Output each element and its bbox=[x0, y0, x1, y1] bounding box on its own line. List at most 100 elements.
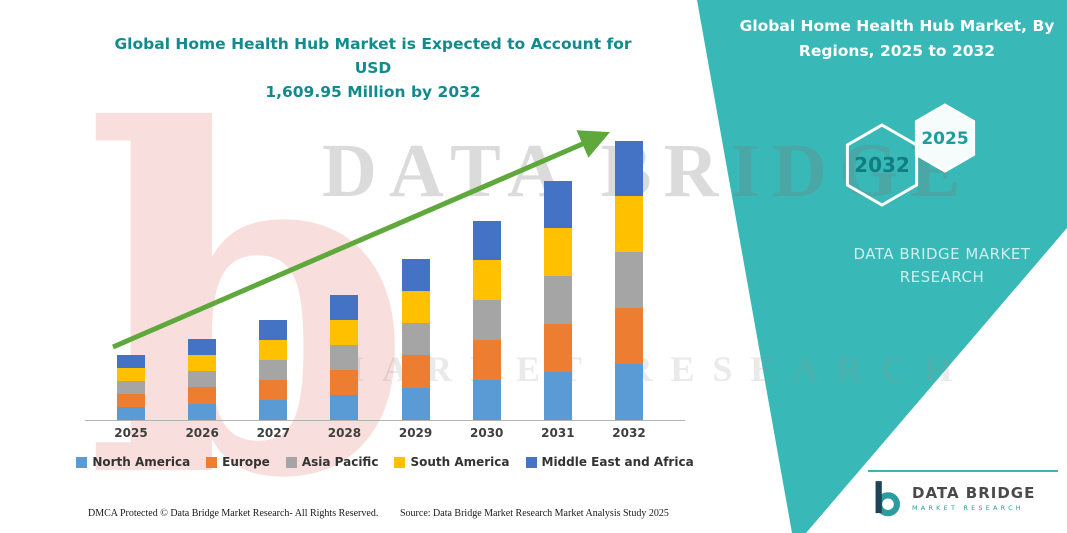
stacked-bar-2031 bbox=[543, 180, 572, 420]
legend-item-middle-east-and-africa: Middle East and Africa bbox=[525, 455, 694, 469]
bar-column-2031: 2031 bbox=[541, 90, 575, 440]
legend-label: Europe bbox=[222, 455, 270, 469]
legend-swatch bbox=[285, 456, 297, 468]
segment-2032-europe bbox=[614, 308, 643, 365]
segment-2028-asia-pacific bbox=[330, 345, 359, 370]
brand-text-block: DATA BRIDGE MARKET RESEARCH bbox=[912, 484, 1035, 512]
stacked-bar-2027 bbox=[259, 320, 288, 420]
segment-2030-europe bbox=[472, 340, 501, 381]
bar-column-2025: 2025 bbox=[114, 90, 148, 440]
stacked-bar-2028 bbox=[330, 295, 359, 420]
x-axis-label-2025: 2025 bbox=[114, 426, 148, 440]
hexagon-year-badges: 2032 2025 bbox=[845, 103, 976, 207]
growth-trend-arrow bbox=[112, 130, 610, 350]
legend-item-europe: Europe bbox=[206, 455, 270, 469]
bar-column-2029: 2029 bbox=[399, 90, 432, 440]
legend-label: Asia Pacific bbox=[301, 455, 379, 469]
legend-label: Middle East and Africa bbox=[541, 455, 694, 469]
brand-tagline: MARKET RESEARCH bbox=[912, 504, 1024, 512]
stacked-bar-2029 bbox=[401, 258, 430, 420]
legend-swatch bbox=[206, 456, 218, 468]
segment-2025-asia-pacific bbox=[117, 381, 145, 394]
data-bridge-logo-icon bbox=[875, 481, 900, 517]
x-axis-label-2031: 2031 bbox=[541, 426, 575, 440]
segment-2029-south-america bbox=[401, 290, 430, 324]
x-axis-line bbox=[85, 420, 685, 421]
segment-2025-south-america bbox=[117, 368, 145, 381]
segment-2031-north-america bbox=[543, 372, 572, 420]
brand-name: DATA BRIDGE bbox=[912, 484, 1036, 502]
segment-2030-north-america bbox=[472, 380, 501, 420]
stacked-bar-2026 bbox=[188, 338, 217, 420]
segment-2029-europe bbox=[401, 355, 430, 388]
stacked-bar-chart: 2025 2026 2027 2028 2029 2030 2031 2032 bbox=[114, 90, 646, 440]
legend-item-south-america: South America bbox=[394, 455, 510, 469]
x-axis-label-2030: 2030 bbox=[470, 426, 504, 440]
segment-2027-north-america bbox=[259, 400, 288, 420]
chart-title-line1: Global Home Health Hub Market is Expecte… bbox=[114, 35, 632, 78]
segment-2030-middle-east-and-africa bbox=[472, 220, 501, 261]
segment-2030-south-america bbox=[472, 260, 501, 301]
segment-2027-middle-east-and-africa bbox=[259, 320, 288, 340]
x-axis-label-2029: 2029 bbox=[398, 426, 433, 440]
segment-2025-middle-east-and-africa bbox=[117, 355, 145, 368]
brand-logo-block: DATA BRIDGE MARKET RESEARCH bbox=[872, 478, 1035, 518]
side-panel-brand-text: DATA BRIDGE MARKET RESEARCH bbox=[842, 243, 1042, 290]
side-panel-brand-line1: DATA BRIDGE MARKET bbox=[853, 245, 1031, 263]
segment-2028-south-america bbox=[330, 320, 359, 345]
legend-swatch bbox=[525, 456, 537, 468]
segment-2026-middle-east-and-africa bbox=[188, 338, 217, 355]
segment-2031-middle-east-and-africa bbox=[543, 180, 572, 229]
segment-2028-middle-east-and-africa bbox=[330, 295, 359, 320]
legend-swatch bbox=[76, 456, 88, 468]
legend-label: South America bbox=[410, 455, 510, 469]
bar-column-2028: 2028 bbox=[328, 90, 361, 440]
stacked-bar-2032 bbox=[614, 140, 643, 420]
segment-2026-asia-pacific bbox=[188, 371, 217, 388]
segment-2028-north-america bbox=[330, 395, 359, 420]
segment-2027-asia-pacific bbox=[259, 360, 288, 380]
segment-2026-north-america bbox=[188, 403, 217, 420]
segment-2025-europe bbox=[117, 394, 145, 407]
segment-2032-asia-pacific bbox=[614, 252, 643, 309]
x-axis-label-2026: 2026 bbox=[185, 426, 219, 440]
segment-2027-europe bbox=[259, 380, 288, 400]
chart-title-line2: 1,609.95 Million by 2032 bbox=[265, 83, 481, 102]
segment-2029-north-america bbox=[401, 387, 430, 420]
chart-title: Global Home Health Hub Market is Expecte… bbox=[108, 32, 638, 104]
segment-2031-asia-pacific bbox=[543, 276, 572, 325]
segment-2026-europe bbox=[188, 387, 217, 404]
segment-2031-south-america bbox=[543, 228, 572, 277]
dmca-text: DMCA Protected © Data Bridge Market Rese… bbox=[88, 508, 379, 519]
segment-2031-europe bbox=[543, 324, 572, 373]
source-text: Source: Data Bridge Market Research Mark… bbox=[400, 508, 669, 519]
bar-column-2032: 2032 bbox=[612, 90, 646, 440]
stacked-bar-2030 bbox=[472, 220, 501, 420]
bar-column-2030: 2030 bbox=[470, 90, 503, 440]
x-axis-label-2028: 2028 bbox=[327, 426, 362, 440]
side-panel-heading: Global Home Health Hub Market, By Region… bbox=[739, 17, 1055, 60]
segment-2028-europe bbox=[330, 370, 359, 395]
brand-divider-line bbox=[868, 470, 1058, 472]
segment-2030-asia-pacific bbox=[472, 300, 501, 341]
legend-swatch bbox=[394, 456, 406, 468]
segment-2029-asia-pacific bbox=[401, 323, 430, 356]
segment-2026-south-america bbox=[188, 354, 217, 372]
x-axis-label-2027: 2027 bbox=[256, 426, 290, 440]
segment-2032-south-america bbox=[614, 196, 643, 253]
segment-2029-middle-east-and-africa bbox=[401, 258, 430, 291]
legend-item-north-america: North America bbox=[76, 455, 190, 469]
segment-2027-south-america bbox=[259, 340, 288, 360]
stacked-bar-2025 bbox=[117, 355, 145, 420]
watermark-logo-b: b bbox=[85, 29, 414, 533]
legend-item-asia-pacific: Asia Pacific bbox=[285, 455, 379, 469]
side-panel-brand-line2: RESEARCH bbox=[899, 268, 985, 287]
legend-label: North America bbox=[92, 455, 191, 469]
chart-legend: North America Europe Asia Pacific South Ame… bbox=[76, 455, 694, 469]
hexagon-2025 bbox=[914, 103, 976, 173]
bar-column-2026: 2026 bbox=[185, 90, 219, 440]
segment-2032-north-america bbox=[614, 364, 643, 420]
bar-column-2027: 2027 bbox=[257, 90, 290, 440]
segment-2025-north-america bbox=[117, 407, 145, 420]
